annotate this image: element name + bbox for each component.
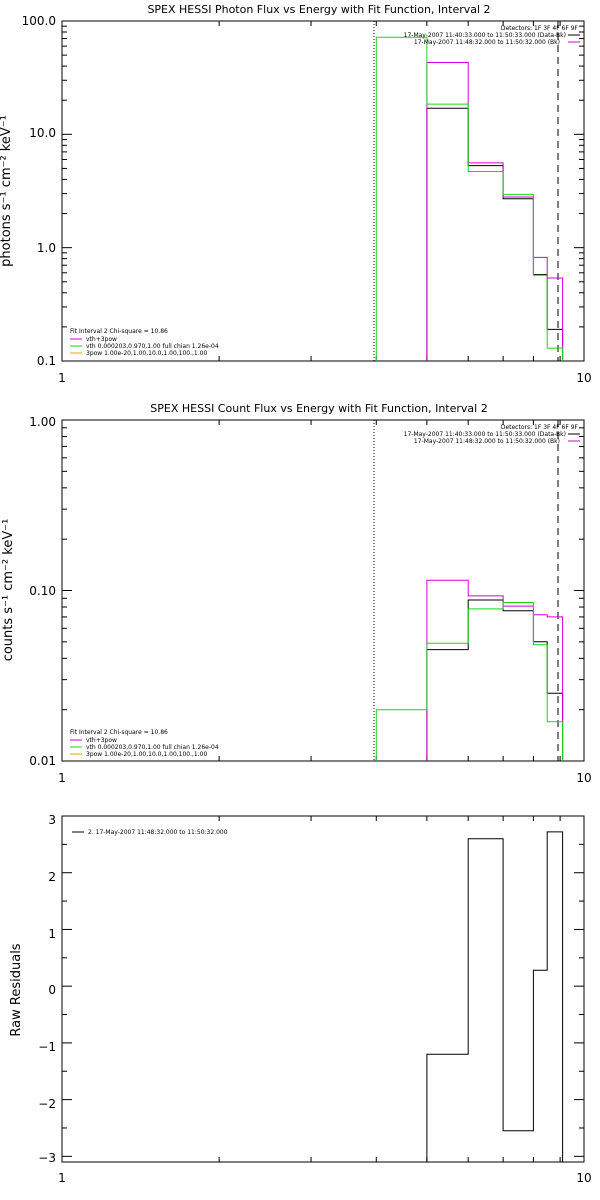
count-ylabel: counts s⁻¹ cm⁻² keV⁻¹: [1, 519, 16, 662]
photon-series-0: [426, 107, 564, 361]
residuals-xtick-10: 10: [576, 1171, 591, 1185]
residuals-legend: 2. 17-May-2007 11:48:32.000 to 11:50:32.…: [88, 829, 228, 836]
count-ytick-1: 1.00: [29, 415, 56, 429]
count-title: SPEX HESSI Count Flux vs Energy with Fit…: [150, 402, 487, 415]
photon-xtick-10: 10: [576, 371, 591, 385]
photon-ytick-100: 100.0: [22, 14, 56, 28]
photon-ytick-10: 10.0: [29, 126, 56, 140]
photon-legend-detectors: Detectors: 1F 3F 4F 6F 9F: [501, 25, 579, 32]
photon-xtick-1: 1: [58, 371, 66, 385]
count-plot-frame: [61, 419, 585, 762]
photon-legend-model: vth+3pow: [86, 336, 117, 343]
count-xtick-1: 1: [58, 771, 66, 785]
photon-legend-bottom: Fit Interval 2 Chi-square = 10.86 vth+3p…: [70, 328, 219, 357]
count-legend-bk: 17-May-2007 11:48:32.000 to 11:50:32.000…: [414, 438, 560, 445]
photon-series-group: [375, 36, 564, 361]
photon-ytick-0.1: 0.1: [37, 354, 56, 368]
photon-ticks: [62, 20, 584, 362]
count-ytick-0.1: 0.10: [29, 584, 56, 598]
residuals-xtick-1: 1: [58, 1171, 66, 1185]
count-xtick-10: 10: [576, 771, 591, 785]
count-series-2: [375, 602, 564, 761]
photon-legend-bk: 17-May-2007 11:48:32.000 to 11:50:32.000…: [414, 39, 560, 46]
residuals-ytick-minus2: −2: [38, 1097, 56, 1111]
count-legend-bottom: Fit Interval 2 Chi-square = 10.86 vth+3p…: [70, 729, 219, 758]
photon-panel: SPEX HESSI Photon Flux vs Energy with Fi…: [0, 3, 592, 385]
photon-ylabel: photons s⁻¹ cm⁻² keV⁻¹: [0, 115, 14, 267]
count-legend-data: 17-May-2007 11:40:33.000 to 11:50:33.000…: [404, 431, 566, 438]
count-legend-model: vth+3pow: [86, 737, 117, 744]
photon-legend-vth: vth 0.000203,0.970,1.00 full chian 1.26e…: [86, 343, 219, 350]
residuals-ytick-1: 1: [48, 927, 56, 941]
residuals-ticks: [62, 815, 584, 1162]
photon-plot-frame: [61, 20, 585, 362]
residuals-ytick-2: 2: [48, 870, 56, 884]
count-series-0: [426, 599, 564, 761]
photon-series-1: [426, 62, 564, 361]
count-legend-3pow: 3pow 1.00e-20,1.00,10.0,1.00,100.,1.00: [86, 751, 207, 758]
residuals-ylabel: Raw Residuals: [9, 943, 24, 1036]
count-legend-chisq: Fit Interval 2 Chi-square = 10.86: [70, 729, 168, 736]
photon-series-2: [375, 36, 564, 361]
count-series-group: [375, 579, 564, 761]
residuals-ytick-3: 3: [48, 813, 56, 827]
photon-ytick-1: 1.0: [37, 241, 56, 255]
photon-legend-top: Detectors: 1F 3F 4F 6F 9F 17-May-2007 11…: [404, 25, 580, 46]
photon-title: SPEX HESSI Photon Flux vs Energy with Fi…: [147, 3, 490, 16]
residuals-ytick-0: 0: [48, 983, 56, 997]
residuals-ytick-minus3: −3: [38, 1151, 56, 1165]
photon-legend-3pow: 3pow 1.00e-20,1.00,10.0,1.00,100.,1.00: [86, 350, 207, 357]
count-legend-vth: vth 0.000203,0.970,1.00 full chian 1.26e…: [86, 744, 219, 751]
residuals-ytick-minus1: −1: [38, 1040, 56, 1054]
count-panel: SPEX HESSI Count Flux vs Energy with Fit…: [1, 402, 592, 785]
residuals-plot-frame: [61, 815, 585, 1163]
count-ticks: [62, 419, 584, 762]
residuals-series-group: [426, 831, 564, 1162]
residuals-panel: 3 2 1 0 −1 −2 −3 1 10 Raw Residuals 2. 1…: [9, 813, 592, 1185]
photon-legend-chisq: Fit Interval 2 Chi-square = 10.86: [70, 328, 168, 335]
count-legend-detectors: Detectors: 1F 3F 4F 6F 9F: [501, 424, 579, 431]
count-series-1: [426, 579, 564, 761]
photon-legend-data: 17-May-2007 11:40:33.000 to 11:50:33.000…: [404, 32, 566, 39]
count-legend-top: Detectors: 1F 3F 4F 6F 9F 17-May-2007 11…: [404, 424, 580, 445]
residuals-series-0: [426, 831, 564, 1162]
count-ytick-0.01: 0.01: [29, 754, 56, 768]
